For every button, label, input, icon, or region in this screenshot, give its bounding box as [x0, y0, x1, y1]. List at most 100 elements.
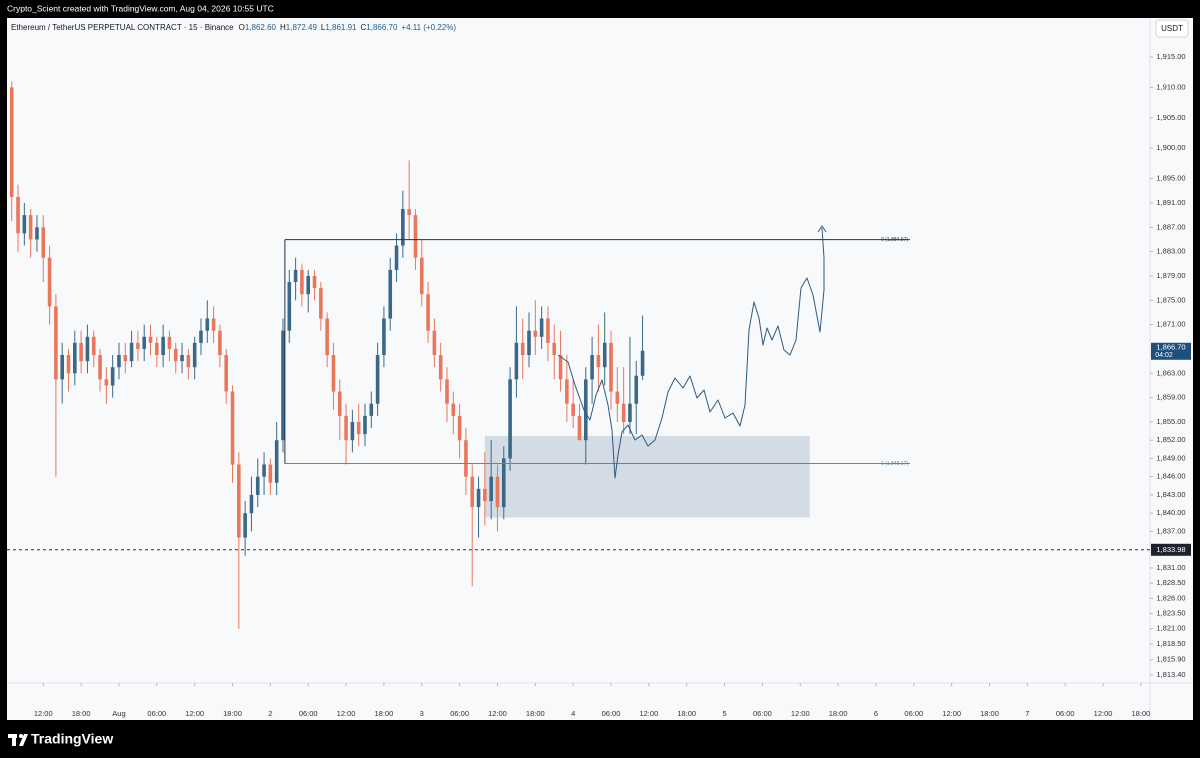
- x-tick-label: 6: [874, 709, 878, 718]
- candle-body: [98, 355, 102, 380]
- candle-body: [136, 342, 140, 349]
- candle-body: [142, 336, 147, 349]
- candle-body: [47, 257, 52, 307]
- x-tick-label: 3: [420, 709, 424, 718]
- candle-body: [621, 403, 626, 422]
- x-tick-label: 18:00: [980, 709, 999, 718]
- y-tick-label: 1,863.00: [1156, 368, 1185, 377]
- y-tick-label: 1,831.00: [1156, 563, 1185, 572]
- candle-body: [237, 464, 241, 538]
- candle-body: [457, 415, 462, 441]
- candle-body: [274, 440, 279, 483]
- candle-body: [268, 464, 273, 483]
- x-tick-label: Aug: [112, 709, 125, 718]
- candle-body: [255, 476, 260, 495]
- ohlc-key: L: [321, 23, 326, 32]
- ohlc-value: 1,862.60: [245, 23, 277, 32]
- candle-body: [104, 379, 109, 386]
- candle-body: [325, 318, 329, 356]
- candle-body: [85, 336, 90, 362]
- candle-body: [388, 269, 393, 319]
- candle-body: [419, 257, 424, 295]
- candle-body: [117, 355, 121, 368]
- y-tick-label: 1,837.00: [1156, 526, 1185, 535]
- candle-body: [337, 391, 342, 416]
- candle-body: [224, 355, 229, 392]
- x-tick-label: 06:00: [904, 709, 923, 718]
- candle-body: [565, 379, 569, 404]
- candle-body: [394, 245, 399, 270]
- x-tick-label: 12:00: [337, 709, 356, 718]
- y-tick-label: 1,823.50: [1156, 609, 1185, 618]
- y-tick-label: 1,813.40: [1156, 670, 1185, 679]
- x-tick-label: 06:00: [602, 709, 621, 718]
- plot: 1,915.00 1,910.00 1,905.00 1,900.00 1,895.00…: [7, 52, 1191, 718]
- x-tick-label: 06:00: [450, 709, 469, 718]
- candle-body: [375, 355, 380, 404]
- y-tick-label: 1,879.00: [1156, 271, 1185, 280]
- candle-body: [350, 421, 355, 441]
- candle-body: [609, 342, 613, 392]
- price-line-label: 1,833.98: [1156, 545, 1185, 554]
- candle-body: [615, 391, 620, 404]
- candle-body: [464, 440, 468, 477]
- candle-body: [583, 379, 588, 441]
- candle-body: [533, 330, 538, 337]
- y-tick-label: 1,818.50: [1156, 639, 1185, 648]
- price-line-tag: [1151, 543, 1191, 556]
- y-tick-label: 1,905.00: [1156, 113, 1185, 122]
- candle-body: [602, 342, 607, 368]
- ohlc-key: O: [239, 23, 245, 32]
- currency[interactable]: USDT: [1161, 24, 1183, 33]
- candle-body: [180, 355, 184, 362]
- zone: [484, 435, 810, 518]
- candle-body: [628, 403, 632, 422]
- brand: TradingView: [31, 731, 113, 747]
- x-tick-label: 18:00: [526, 709, 545, 718]
- x-tick-label: 06:00: [1056, 709, 1075, 718]
- candle-body: [28, 215, 33, 240]
- candle-body: [571, 403, 575, 416]
- x-tick-label: 06:00: [299, 709, 318, 718]
- candle-body: [432, 330, 437, 356]
- candle-body: [476, 488, 481, 508]
- candle-body: [249, 494, 254, 514]
- x-tick-label: 06:00: [147, 709, 166, 718]
- candle-body: [312, 275, 317, 289]
- candle-body: [293, 269, 298, 283]
- candle-body: [218, 330, 222, 356]
- candle-body: [558, 355, 563, 380]
- projection-arrow: [817, 225, 827, 233]
- candle-body: [451, 403, 456, 416]
- candle-body: [287, 282, 292, 331]
- candle-body: [129, 342, 134, 362]
- y-tick-label: 1,849.00: [1156, 453, 1185, 462]
- candle-body: [596, 355, 601, 368]
- candle-body: [539, 318, 544, 337]
- last-price-label: 1,866.70: [1156, 342, 1185, 351]
- x-tick-label: 5: [722, 709, 726, 718]
- candle-body: [230, 391, 235, 465]
- candle-body: [173, 348, 178, 362]
- x-tick-label: 18:00: [223, 709, 242, 718]
- ohlc-value: 1,872.49: [286, 23, 318, 32]
- x-tick-label: 7: [1025, 709, 1029, 718]
- candle-body: [205, 318, 210, 331]
- y-tick-label: 1,887.00: [1156, 222, 1185, 231]
- candle-body: [281, 330, 285, 441]
- y-tick-label: 1,859.00: [1156, 393, 1185, 402]
- y-tick-label: 1,855.00: [1156, 417, 1185, 426]
- symbol: Ethereum / TetherUS PERPETUAL CONTRACT ·…: [11, 23, 234, 32]
- x-tick-label: 12:00: [639, 709, 658, 718]
- x-tick-label: 18:00: [72, 709, 91, 718]
- currency-box[interactable]: [1155, 19, 1189, 38]
- candle-body: [514, 342, 519, 380]
- candle-body: [382, 318, 386, 356]
- candle-body: [161, 336, 165, 356]
- candle-body: [167, 336, 172, 349]
- candle-body: [495, 476, 500, 508]
- projection-path: [557, 227, 825, 479]
- candle-body: [470, 476, 475, 508]
- ohlc-value: 1,866.70: [366, 23, 398, 32]
